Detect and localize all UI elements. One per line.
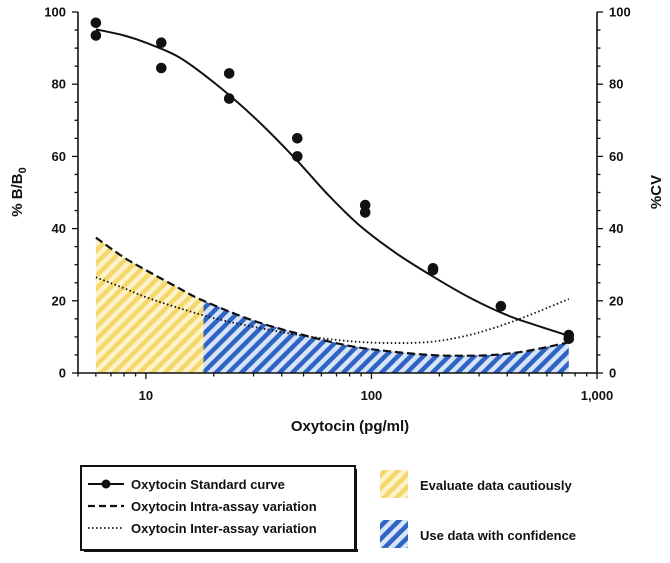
standard-curve-point xyxy=(427,264,439,276)
legend-label-inter-assay: Oxytocin Inter-assay variation xyxy=(131,521,317,536)
y2-tick-label: 40 xyxy=(609,221,623,236)
x-tick-label: 1,000 xyxy=(581,388,614,403)
legend-shadow-side xyxy=(354,469,357,552)
legend-frame xyxy=(80,465,356,551)
y2-tick-label: 100 xyxy=(609,5,631,20)
y2-tick-label: 60 xyxy=(609,149,623,164)
standard-curve-point xyxy=(563,333,575,345)
x-tick-label: 100 xyxy=(361,388,383,403)
legend-shadow xyxy=(84,549,358,552)
y-tick-label: 80 xyxy=(52,77,66,92)
legend-marker-standard-curve xyxy=(101,479,111,489)
standard-curve-point xyxy=(292,151,303,162)
y-axis-title: % B/B0 xyxy=(9,167,29,216)
y-axis-title-main: % B/B xyxy=(9,173,26,217)
standard-curve-line xyxy=(95,28,570,337)
y-tick-label: 20 xyxy=(52,293,66,308)
standard-curve-point xyxy=(292,133,303,144)
data-series xyxy=(90,17,575,357)
standard-curve-point xyxy=(156,62,167,74)
legend-swatch-use-with-confidence xyxy=(380,520,408,548)
legend-box: Oxytocin Standard curve Oxytocin Intra-a… xyxy=(80,465,358,552)
y-tick-label: 100 xyxy=(44,5,66,20)
standard-curve-point xyxy=(223,93,235,104)
y2-tick-label: 20 xyxy=(609,293,623,308)
x-axis-title: Oxytocin (pg/ml) xyxy=(291,418,409,435)
legend-label-standard-curve: Oxytocin Standard curve xyxy=(131,477,285,492)
standard-curve-point xyxy=(359,207,371,218)
standard-curve-point xyxy=(90,30,102,41)
shaded-regions xyxy=(95,237,569,373)
y2-tick-label: 0 xyxy=(609,366,616,381)
standard-curve-point xyxy=(90,17,102,29)
y-tick-label: 40 xyxy=(52,221,66,236)
standard-curve-point xyxy=(495,300,507,312)
legend-swatch-evaluate-cautiously xyxy=(380,470,408,498)
x-tick-label: 10 xyxy=(139,388,153,403)
y-tick-label: 0 xyxy=(59,366,66,381)
legend-label-intra-assay: Oxytocin Intra-assay variation xyxy=(131,499,317,514)
standard-curve-point xyxy=(223,68,235,79)
standard-curve-point xyxy=(359,199,371,211)
y-axis-title-subscript: 0 xyxy=(17,167,29,173)
shaded-region-evaluate-cautiously xyxy=(95,237,204,373)
legend-label-use-with-confidence: Use data with confidence xyxy=(420,528,576,543)
region-legend: Evaluate data cautiously Use data with c… xyxy=(380,470,576,548)
y-tick-label: 60 xyxy=(52,149,66,164)
y2-tick-label: 80 xyxy=(609,77,623,92)
inter-assay-variation-line xyxy=(95,276,570,344)
standard-curve-point xyxy=(156,37,167,48)
legend-label-evaluate-cautiously: Evaluate data cautiously xyxy=(420,478,572,493)
intra-assay-variation-line xyxy=(95,236,570,357)
shaded-region-use-with-confidence xyxy=(203,300,569,373)
axes: 0 0 20 20 40 40 60 60 80 80 100 100 10 100 1,000 xyxy=(44,5,630,404)
y2-axis-title: %CV xyxy=(648,175,665,209)
